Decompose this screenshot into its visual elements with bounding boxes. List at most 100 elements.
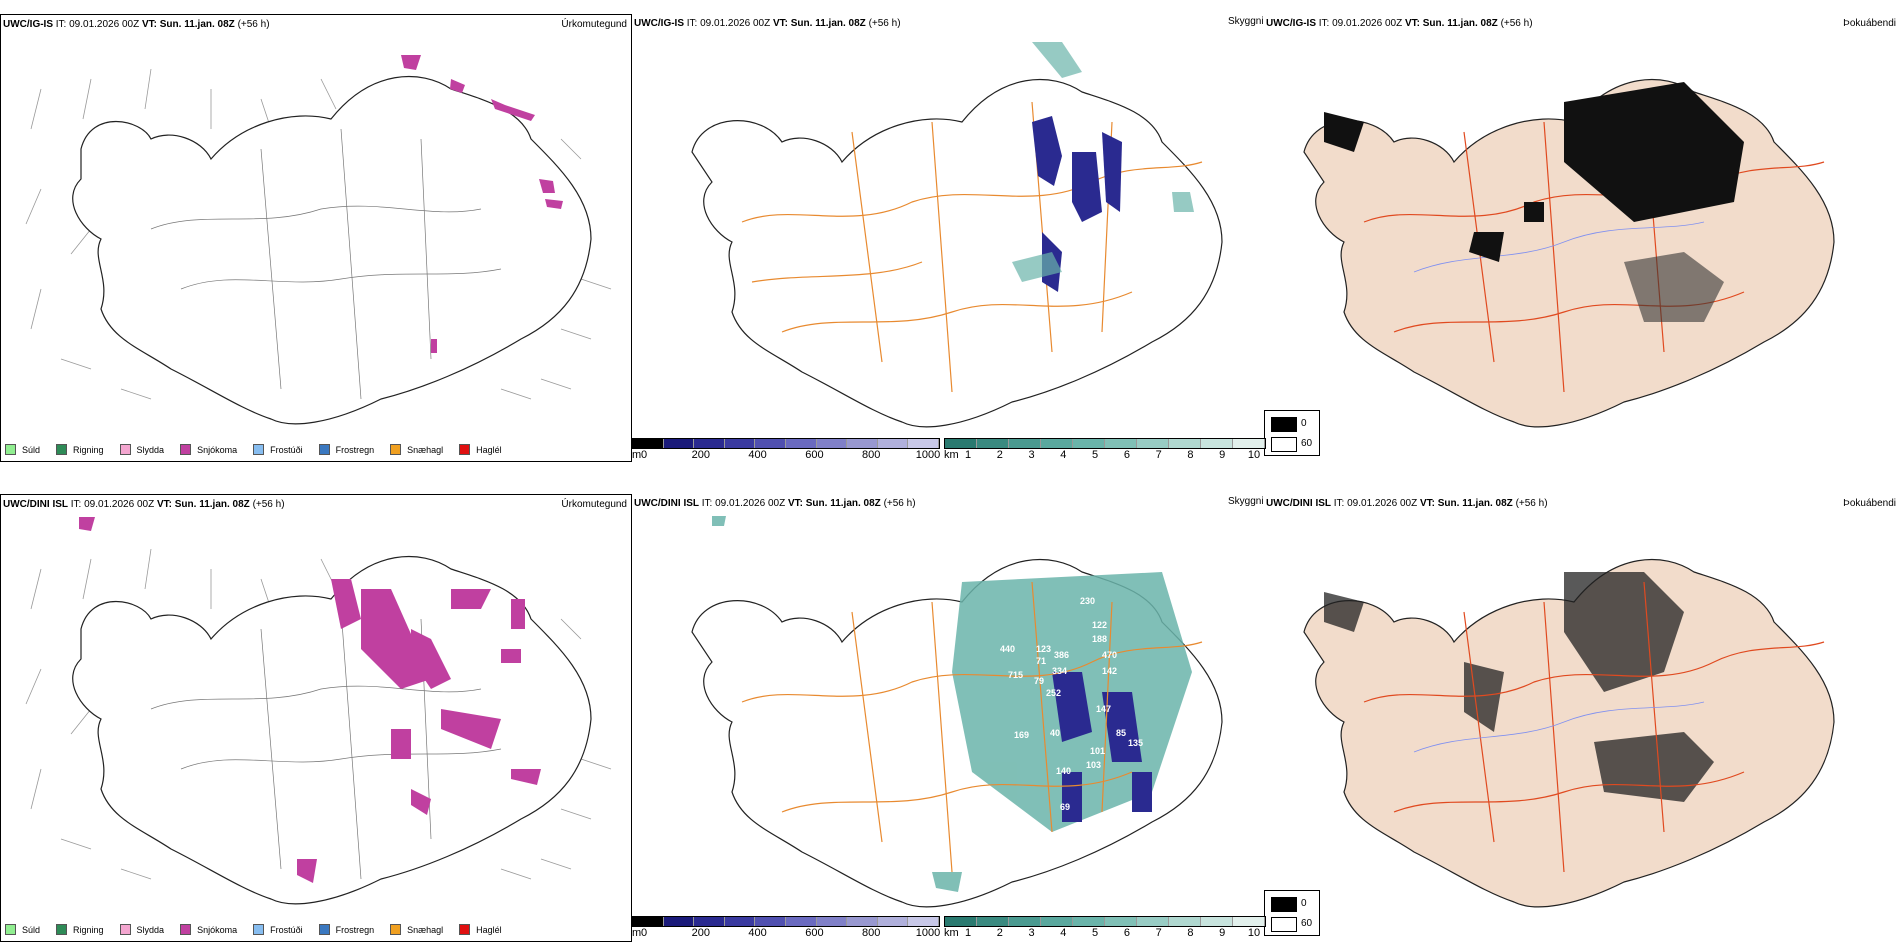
vis-value-label: 101 xyxy=(1090,746,1105,756)
scale-tick-label: 6 xyxy=(1123,449,1130,461)
legend-swatch xyxy=(180,924,192,935)
valid-label: VT: xyxy=(156,499,172,510)
legend-swatch xyxy=(119,924,131,935)
vis-value-label: 82 xyxy=(1174,184,1184,194)
init-time: IT: 09.01.2026 00Z xyxy=(55,19,140,30)
fog-key-low-swatch xyxy=(1271,917,1297,932)
legend-label: Frostúði xyxy=(270,444,303,455)
legend-swatch xyxy=(459,444,471,455)
legend-label: Snæhagl xyxy=(407,444,444,455)
scale-color-box xyxy=(785,917,817,926)
legend-label: Rigning xyxy=(73,444,104,455)
scale-tick-label: 10 xyxy=(1247,927,1261,939)
legend-swatch xyxy=(318,444,330,455)
precip-legend: Súld Rigning Slydda Snjókoma Frostúði Fr… xyxy=(5,444,518,455)
panel-header: UWC/IG-IS IT: 09.01.2026 00Z VT: Sun. 11… xyxy=(3,19,270,30)
legend-swatch xyxy=(5,924,16,935)
fog-key-high-label: 0 xyxy=(1301,418,1307,429)
scale-tick-label: 1 xyxy=(964,927,972,939)
panel-title: Úrkomutegund xyxy=(561,19,627,30)
scale-color-box xyxy=(1105,917,1137,926)
scale-color-box xyxy=(1041,917,1073,926)
vis-value-label: 71 xyxy=(1036,656,1046,666)
scale-tick-label: 5 xyxy=(1092,449,1099,461)
scale-unit: km xyxy=(944,449,959,461)
scale-tick-label: 9 xyxy=(1219,449,1226,461)
scale-tick-label: 0 xyxy=(640,449,648,461)
panel-header: UWC/IG-IS IT: 09.01.2026 00Z VT: Sun. 11… xyxy=(1266,18,1533,29)
precip-panel-top: UWC/IG-IS IT: 09.01.2026 00Z VT: Sun. 11… xyxy=(0,14,632,462)
scale-tick-label: 800 xyxy=(862,449,881,461)
scale-unit: m xyxy=(632,449,642,461)
scale-color-box xyxy=(977,439,1009,448)
legend-item: Snjókoma xyxy=(180,444,237,455)
valid-label: VT: xyxy=(787,498,803,509)
scale-color-box xyxy=(977,917,1009,926)
legend-item: Frostúði xyxy=(253,444,303,455)
vis-value-label: 40 xyxy=(1050,728,1060,738)
scale-color-box xyxy=(1233,917,1265,926)
vis-value-label: 123 xyxy=(1036,644,1051,654)
legend-swatch xyxy=(56,444,68,455)
init-time: IT: 09.01.2026 00Z xyxy=(1318,18,1403,29)
scale-color-box xyxy=(724,439,756,448)
scale-unit: km xyxy=(944,927,959,939)
scale-tick-label: 7 xyxy=(1155,449,1162,461)
scale-color-box xyxy=(1073,917,1105,926)
vis-value-label: 103 xyxy=(1086,760,1101,770)
legend-item: Haglél xyxy=(459,924,502,935)
vis-value-label: 147 xyxy=(1096,704,1111,714)
panel-header: UWC/DINI ISL IT: 09.01.2026 00Z VT: Sun.… xyxy=(1266,498,1548,509)
scale-color-box xyxy=(1169,439,1201,448)
scale-color-box xyxy=(945,917,977,926)
scale-color-box xyxy=(847,917,878,926)
lead-time: (+56 h) xyxy=(883,498,916,509)
scale-tick-label: 4 xyxy=(1060,449,1067,461)
legend-item: Frostúði xyxy=(253,924,303,935)
vis-value-label: 69 xyxy=(1060,802,1070,812)
model-name: UWC/IG-IS xyxy=(3,19,53,30)
fog-key-high-label: 0 xyxy=(1301,898,1307,909)
scale-color-box xyxy=(785,439,817,448)
legend-label: Frostúði xyxy=(270,924,303,935)
precip-legend: Súld Rigning Slydda Snjókoma Frostúði Fr… xyxy=(5,924,518,935)
model-name: UWC/IG-IS xyxy=(1266,18,1316,29)
scale-tick-label: 3 xyxy=(1028,927,1035,939)
panel-header: UWC/IG-IS IT: 09.01.2026 00Z VT: Sun. 11… xyxy=(634,18,901,29)
legend-item: Snjókoma xyxy=(180,924,237,935)
fog-panel-top: UWC/IG-IS IT: 09.01.2026 00Z VT: Sun. 11… xyxy=(1264,14,1900,462)
valid-label: VT: xyxy=(1419,498,1435,509)
scale-color-box xyxy=(816,917,848,926)
lead-time: (+56 h) xyxy=(237,19,270,30)
vis-value-label: 252 xyxy=(1046,688,1061,698)
fog-key-low-label: 60 xyxy=(1301,918,1313,929)
scale-color-box xyxy=(1137,439,1169,448)
scale-color-box xyxy=(1041,439,1073,448)
valid-label: VT: xyxy=(772,18,788,29)
visibility-panel-top: UWC/IG-IS IT: 09.01.2026 00Z VT: Sun. 11… xyxy=(632,14,1264,462)
scale-boxes xyxy=(944,916,1266,927)
scale-tick-label: 10 xyxy=(1247,449,1261,461)
scale-tick-label: 4 xyxy=(1060,927,1067,939)
lead-time: (+56 h) xyxy=(1515,498,1548,509)
fog-key-low-swatch xyxy=(1271,437,1297,452)
model-name: UWC/DINI ISL xyxy=(634,498,699,509)
scale-tick-label: 400 xyxy=(748,449,767,461)
legend-swatch xyxy=(253,924,265,935)
scale-color-box xyxy=(1169,917,1201,926)
fog-key: 0 60 xyxy=(1264,890,1320,936)
legend-swatch xyxy=(180,444,192,455)
scale-color-box xyxy=(1009,917,1041,926)
legend-item: Rigning xyxy=(56,924,104,935)
vis-value-label: 230 xyxy=(1080,596,1095,606)
scale-tick-label: 7 xyxy=(1155,927,1162,939)
scale-tick-label: 200 xyxy=(691,927,710,939)
panel-title: Úrkomutegund xyxy=(561,499,627,510)
scale-color-box xyxy=(816,439,848,448)
legend-item: Rigning xyxy=(56,444,104,455)
vis-value-label: 188 xyxy=(1092,634,1107,644)
precip-map xyxy=(25,517,612,905)
legend-swatch xyxy=(5,444,16,455)
scale-tick-label: 2 xyxy=(996,927,1003,939)
lead-time: (+56 h) xyxy=(1500,18,1533,29)
